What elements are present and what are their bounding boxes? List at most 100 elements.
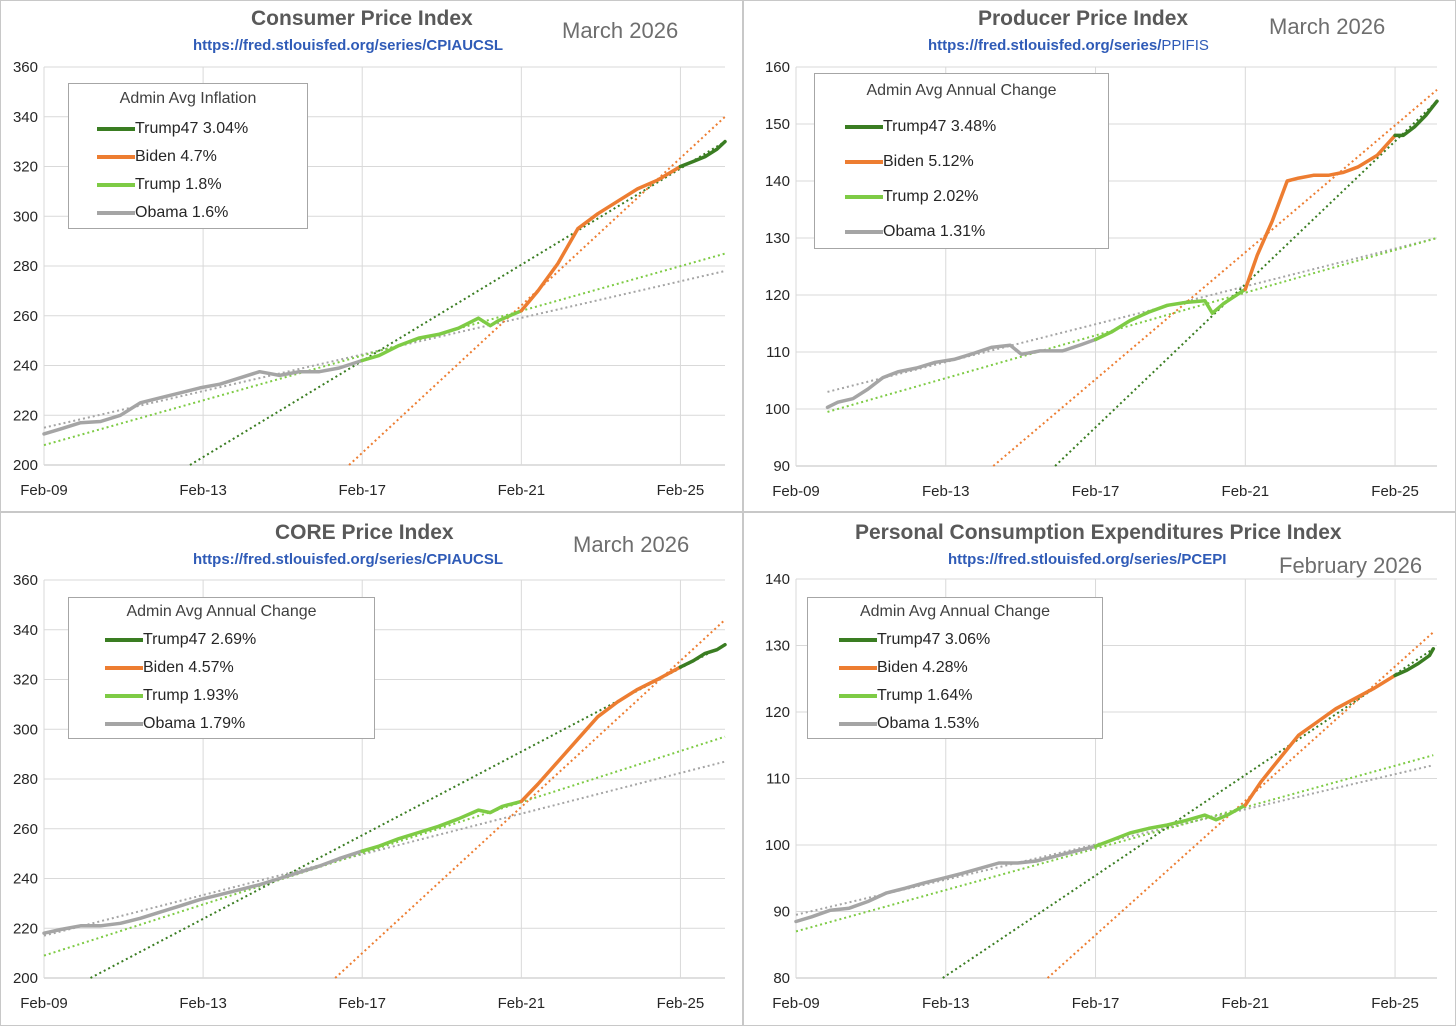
series-line-obama — [42, 849, 364, 935]
y-tick-label: 240 — [13, 358, 38, 375]
legend-swatch — [845, 125, 883, 129]
chart-title: CORE Price Index — [275, 521, 454, 544]
y-tick-label: 140 — [765, 173, 790, 190]
y-tick-label: 360 — [13, 59, 38, 76]
y-tick-label: 160 — [765, 59, 790, 76]
y-tick-label: 300 — [13, 721, 38, 738]
x-tick-label: Feb-25 — [1371, 483, 1419, 500]
legend-swatch — [839, 694, 877, 698]
legend-title: Admin Avg Annual Change — [859, 603, 1051, 620]
legend-label: Trump47 2.69% — [143, 631, 257, 648]
y-tick-label: 150 — [765, 116, 790, 133]
y-tick-label: 200 — [13, 457, 38, 474]
trend-line-biden — [1046, 631, 1434, 979]
y-tick-label: 260 — [13, 308, 38, 325]
x-tick-label: Feb-17 — [1072, 995, 1120, 1012]
chart-title: Personal Consumption Expenditures Price … — [855, 521, 1342, 544]
chart-legend: Admin Avg Inflation Trump47 3.04% Biden … — [68, 83, 308, 229]
series-line-obama — [825, 337, 1098, 410]
legend-swatch — [105, 694, 143, 698]
y-tick-label: 110 — [766, 344, 790, 361]
y-tick-label: 340 — [13, 109, 38, 126]
series-line-trump47 — [678, 642, 727, 669]
y-tick-label: 90 — [773, 904, 790, 921]
legend-swatch — [97, 183, 135, 187]
trend-line-trump47 — [1054, 100, 1438, 467]
x-tick-label: Feb-17 — [1072, 483, 1120, 500]
y-tick-label: 240 — [13, 871, 38, 888]
y-tick-label: 130 — [765, 638, 790, 655]
trend-line-trump — [43, 252, 726, 447]
trend-line-trump — [827, 237, 1438, 413]
y-tick-label: 320 — [13, 159, 38, 176]
y-tick-label: 320 — [13, 672, 38, 689]
y-tick-label: 300 — [13, 208, 38, 225]
y-tick-label: 80 — [773, 970, 790, 987]
y-tick-label: 100 — [765, 401, 790, 418]
y-tick-label: 140 — [765, 571, 790, 588]
x-tick-label: Feb-21 — [1222, 483, 1270, 500]
x-tick-label: Feb-13 — [922, 483, 970, 500]
core-chart-panel: 200 220 240 260 280 300 320 340 360 Feb-09 Feb-13 F… — [0, 512, 743, 1026]
legend-label: Trump47 3.48% — [883, 118, 997, 135]
legend-label: Obama 1.31% — [883, 223, 986, 240]
legend-label: Biden 4.28% — [877, 659, 968, 676]
x-tick-label: Feb-21 — [498, 482, 546, 499]
date-label: February 2026 — [1279, 553, 1423, 578]
x-tick-label: Feb-25 — [1371, 995, 1419, 1012]
series-line-obama — [794, 844, 1098, 924]
source-link[interactable]: https://fred.stlouisfed.org/series/CPIAU… — [193, 37, 504, 54]
legend-label: Obama 1.79% — [143, 715, 246, 732]
y-tick-label: 120 — [765, 287, 790, 304]
legend-swatch — [845, 160, 883, 164]
y-tick-label: 130 — [765, 230, 790, 247]
x-tick-label: Feb-25 — [657, 995, 705, 1012]
y-tick-label: 100 — [765, 837, 790, 854]
date-label: March 2026 — [562, 18, 679, 43]
y-tick-label: 110 — [766, 771, 790, 788]
legend-label: Trump47 3.04% — [135, 120, 249, 137]
chart-legend: Admin Avg Annual Change Trump47 2.69% Bi… — [68, 597, 375, 739]
y-tick-label: 120 — [765, 704, 790, 721]
source-link[interactable]: https://fred.stlouisfed.org/series/PCEPI — [948, 551, 1227, 568]
source-link[interactable]: https://fred.stlouisfed.org/series/PPIFI… — [928, 37, 1209, 54]
date-label: March 2026 — [1269, 14, 1386, 39]
x-tick-label: Feb-09 — [20, 482, 68, 499]
legend-swatch — [839, 666, 877, 670]
series-line-obama — [42, 358, 364, 436]
series-line-biden — [1243, 673, 1397, 807]
x-tick-label: Feb-13 — [179, 482, 227, 499]
trend-line-obama — [43, 270, 726, 429]
source-link[interactable]: https://fred.stlouisfed.org/series/CPIAU… — [193, 551, 504, 568]
trend-line-biden — [992, 89, 1438, 467]
series-line-trump47 — [678, 139, 727, 169]
legend-label: Trump47 3.06% — [877, 631, 991, 648]
core-chart-svg: 200 220 240 260 280 300 320 340 360 Feb-09 Feb-13 F… — [13, 572, 727, 1012]
y-tick-label: 220 — [13, 920, 38, 937]
legend-label: Trump 2.02% — [883, 188, 979, 205]
y-tick-label: 90 — [773, 458, 790, 475]
trend-line-trump47 — [189, 140, 726, 466]
chart-legend: Admin Avg Annual Change Trump47 3.06% Bi… — [807, 597, 1103, 739]
series-line-trump — [1093, 287, 1248, 342]
cpi-chart-svg: 200 220 240 260 280 300 320 340 360 Feb-09 Feb-13 F… — [13, 59, 727, 499]
legend-swatch — [97, 127, 135, 131]
source-link-series: PPIFIS — [1161, 37, 1209, 54]
legend-label: Obama 1.53% — [877, 715, 980, 732]
legend-title: Admin Avg Annual Change — [126, 603, 317, 620]
legend-title: Admin Avg Annual Change — [866, 82, 1057, 99]
legend-swatch — [97, 211, 135, 215]
legend-swatch — [105, 666, 143, 670]
x-tick-label: Feb-17 — [338, 995, 386, 1012]
legend-label: Trump 1.64% — [877, 687, 973, 704]
trend-line-trump — [43, 735, 726, 957]
x-tick-label: Feb-13 — [922, 995, 970, 1012]
legend-label: Biden 5.12% — [883, 153, 974, 170]
ppi-chart-panel: 90 100 110 120 130 140 150 160 Feb-09 Feb-13 Feb-1… — [743, 0, 1456, 512]
legend-label: Trump 1.8% — [135, 176, 222, 193]
legend-label: Biden 4.57% — [143, 659, 234, 676]
trend-line-obama — [795, 764, 1434, 916]
y-tick-label: 280 — [13, 771, 38, 788]
x-tick-label: Feb-13 — [179, 995, 227, 1012]
x-tick-label: Feb-25 — [657, 482, 705, 499]
